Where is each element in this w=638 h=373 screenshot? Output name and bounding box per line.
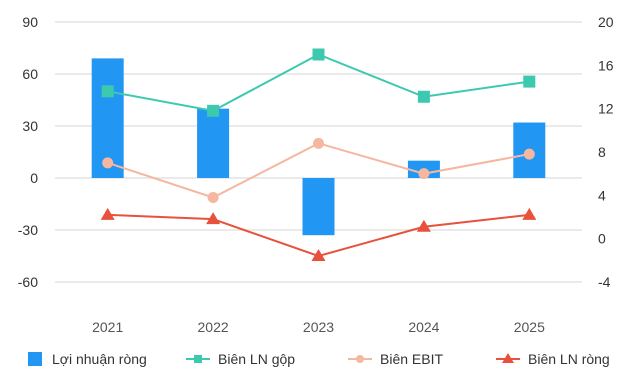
x-axis-tick-label: 2025 xyxy=(514,319,545,335)
data-point-circle xyxy=(418,168,430,180)
data-point-square xyxy=(523,75,536,88)
legend-marker-circle xyxy=(356,355,364,363)
data-point-triangle xyxy=(522,207,537,220)
right-axis-tick-label: 8 xyxy=(598,144,606,160)
right-axis-tick-label: -4 xyxy=(598,274,611,290)
data-point-circle xyxy=(102,157,114,169)
left-axis-tick-label: -60 xyxy=(18,274,38,290)
data-point-square xyxy=(207,104,220,117)
x-axis-tick-label: 2022 xyxy=(198,319,229,335)
left-axis-tick-label: 30 xyxy=(22,118,38,134)
data-point-square xyxy=(312,48,325,61)
data-point-circle xyxy=(523,148,535,160)
legend-label: Lợi nhuận ròng xyxy=(52,351,147,367)
x-axis-tick-label: 2023 xyxy=(303,319,334,335)
data-point-square xyxy=(417,90,430,103)
grid-lines xyxy=(55,21,582,283)
legend-label: Biên EBIT xyxy=(380,351,443,367)
bar-series xyxy=(91,58,546,236)
line-series xyxy=(100,48,537,261)
right-axis-ticks: 20 16 12 8 4 0 -4 xyxy=(598,14,614,290)
x-axis-tick-label: 2021 xyxy=(92,319,123,335)
legend-label: Biên LN ròng xyxy=(528,351,610,367)
right-axis-tick-label: 0 xyxy=(598,231,606,247)
x-axis-tick-label: 2024 xyxy=(408,319,439,335)
legend-marker-triangle xyxy=(502,353,514,363)
right-axis-tick-label: 20 xyxy=(598,14,614,30)
data-point-circle xyxy=(313,137,324,149)
left-axis-tick-label: 90 xyxy=(22,14,38,30)
left-axis-ticks: 90 60 30 0 -30 -60 xyxy=(18,14,38,290)
x-axis-ticks: 2021 2022 2023 2024 2025 xyxy=(92,319,545,335)
data-point-square xyxy=(101,85,114,98)
data-point-circle xyxy=(207,192,219,203)
right-axis-tick-label: 16 xyxy=(598,57,614,73)
right-axis-tick-label: 12 xyxy=(598,101,614,117)
data-point-triangle xyxy=(311,249,326,261)
data-point-triangle xyxy=(100,207,115,220)
data-point-triangle xyxy=(206,212,221,225)
data-point-triangle xyxy=(416,219,431,232)
legend-marker-square xyxy=(194,355,202,363)
left-axis-tick-label: 60 xyxy=(22,66,38,82)
legend-marker-square xyxy=(28,352,42,366)
legend-label: Biên LN gộp xyxy=(218,351,295,367)
bar xyxy=(302,178,335,236)
legend: Lợi nhuận ròng Biên LN gộp Biên EBIT Biên L… xyxy=(28,351,610,367)
bar xyxy=(197,108,230,178)
left-axis-tick-label: -30 xyxy=(18,222,38,238)
right-axis-tick-label: 4 xyxy=(598,187,606,203)
left-axis-tick-label: 0 xyxy=(30,170,38,186)
series-line xyxy=(107,53,530,112)
